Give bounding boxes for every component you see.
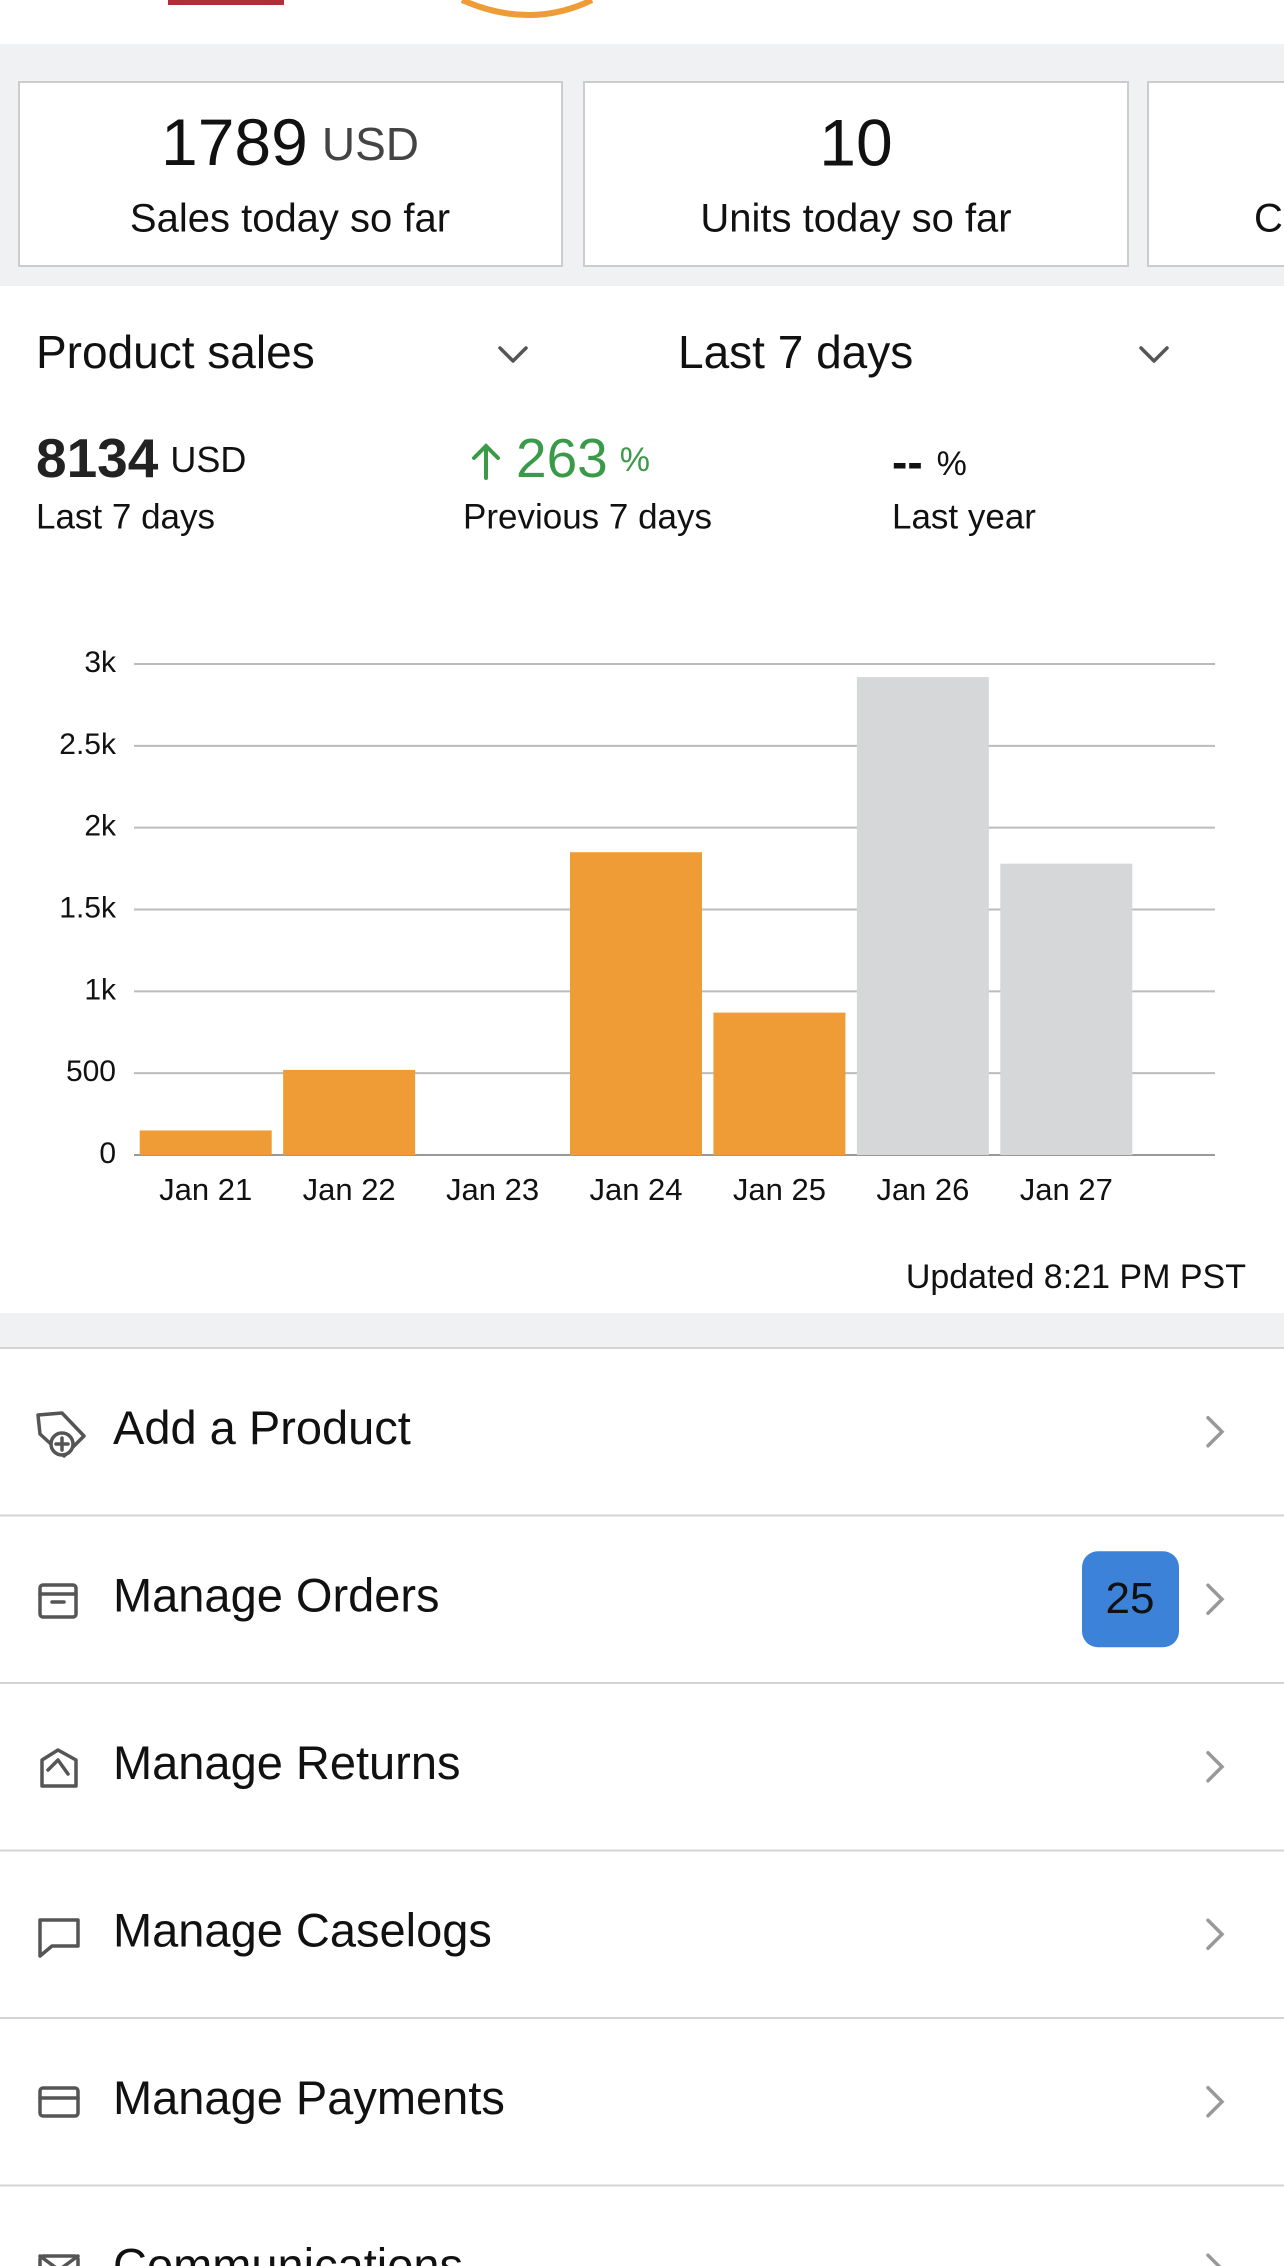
units-value: 10 — [819, 105, 892, 179]
sales-value: 1789 USD — [161, 105, 419, 179]
summary-value: 8134 USD — [36, 427, 246, 489]
summary-value: 263% — [516, 427, 650, 489]
menu-label: Add a Product — [113, 1401, 411, 1454]
bar[interactable] — [283, 1069, 416, 1155]
returns-icon — [40, 1748, 78, 1788]
add-product-icon — [36, 1411, 86, 1458]
menu-icons — [36, 1411, 86, 2266]
bar-chart: 0 500 1k 1.5k 2k 2.5k 3k Jan 21 Jan 22 Jan 23 Jan … — [59, 646, 1215, 1207]
y-tick-label: 1k — [84, 973, 117, 1006]
tab-indicator — [168, 0, 284, 5]
payments-icon — [38, 2086, 80, 2118]
x-tick-label: Jan 22 — [303, 1172, 396, 1207]
orders-icon — [38, 1583, 78, 1619]
communications-icon — [38, 2254, 80, 2266]
third-card[interactable] — [1147, 81, 1284, 267]
y-tick-label: 2k — [84, 810, 117, 843]
menu-row[interactable] — [0, 1348, 1284, 1516]
chevron-right — [1206, 2253, 1222, 2266]
chevron-right — [1206, 1918, 1225, 1950]
menu-row[interactable] — [0, 1515, 1284, 1684]
caselogs-icon — [38, 1918, 80, 1958]
units-card[interactable] — [583, 81, 1129, 267]
sales-label: Sales today so far — [130, 197, 450, 241]
x-tick-label: Jan 21 — [159, 1172, 252, 1207]
top-bar — [0, 0, 1284, 44]
summary-label: Last year — [892, 497, 1036, 536]
chevron-right — [1206, 1416, 1225, 1448]
summary-label: Previous 7 days — [463, 497, 712, 536]
x-tick-label: Jan 25 — [733, 1172, 826, 1207]
metric-dropdown[interactable]: Product sales — [36, 326, 315, 378]
menu: Add a Product Manage Orders 25 Manage Retur… — [0, 1347, 1284, 2266]
x-tick-label: Jan 23 — [446, 1172, 539, 1207]
menu-row[interactable] — [0, 1683, 1284, 1851]
y-tick-label: 1.5k — [59, 891, 117, 924]
y-tick-label: 2.5k — [59, 728, 117, 761]
updated-time: Updated 8:21 PM PST — [906, 1258, 1246, 1296]
chevron-right — [1206, 2086, 1225, 2118]
chevron-down — [1139, 346, 1169, 363]
summary-label: Last 7 days — [36, 497, 215, 536]
y-tick-label: 500 — [66, 1055, 116, 1088]
bar[interactable] — [713, 1012, 846, 1155]
summary-value: --% — [892, 436, 967, 488]
menu-row[interactable] — [0, 1850, 1284, 2019]
separator — [0, 1313, 1284, 1348]
bar[interactable] — [139, 1130, 272, 1155]
trend-up-arrow — [472, 443, 500, 480]
chevron-right — [1206, 1751, 1225, 1783]
period-dropdown[interactable]: Last 7 days — [678, 326, 913, 378]
menu-row[interactable] — [0, 2018, 1284, 2186]
chevron-down — [498, 346, 528, 363]
logo — [460, 0, 594, 18]
x-tick-label: Jan 24 — [589, 1172, 682, 1207]
third-label: C — [1254, 197, 1283, 241]
badge-count: 25 — [1106, 1574, 1155, 1623]
menu-label: Manage Orders — [113, 1569, 440, 1622]
x-tick-label: Jan 27 — [1020, 1172, 1113, 1207]
bar[interactable] — [570, 852, 702, 1155]
menu-row[interactable] — [0, 2185, 1284, 2266]
y-tick-label: 3k — [84, 646, 117, 679]
units-label: Units today so far — [700, 197, 1011, 241]
menu-label: Manage Returns — [113, 1736, 460, 1789]
sales-card[interactable] — [18, 81, 563, 267]
badge — [1082, 1551, 1179, 1648]
chevron-right — [1206, 1583, 1225, 1615]
menu-label: Manage Payments — [113, 2071, 505, 2124]
menu-label: Manage Caselogs — [113, 1904, 492, 1957]
bar[interactable] — [856, 677, 989, 1155]
menu-label: Communications — [113, 2239, 463, 2266]
y-tick-label: 0 — [99, 1137, 116, 1170]
x-tick-label: Jan 26 — [876, 1172, 969, 1207]
bar[interactable] — [1000, 863, 1133, 1155]
